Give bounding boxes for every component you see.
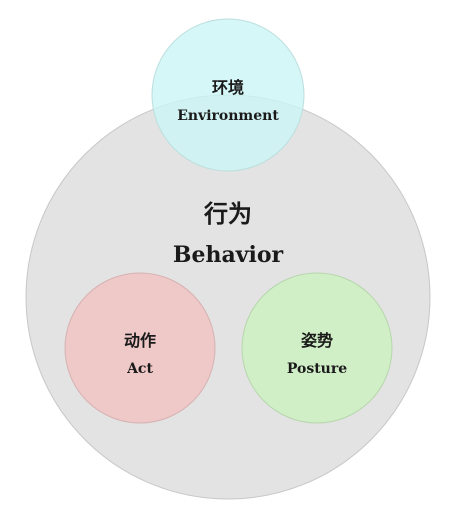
behavior-label-en: Behavior bbox=[173, 242, 284, 268]
act-label-en: Act bbox=[126, 361, 153, 377]
behavior-label-zh: 行为 bbox=[203, 199, 252, 228]
environment-label-en: Environment bbox=[177, 108, 279, 124]
act-label-zh: 动作 bbox=[124, 331, 156, 350]
posture-label-zh: 姿势 bbox=[301, 331, 333, 350]
posture-label-en: Posture bbox=[287, 361, 347, 377]
environment-label-zh: 环境 bbox=[212, 78, 244, 97]
